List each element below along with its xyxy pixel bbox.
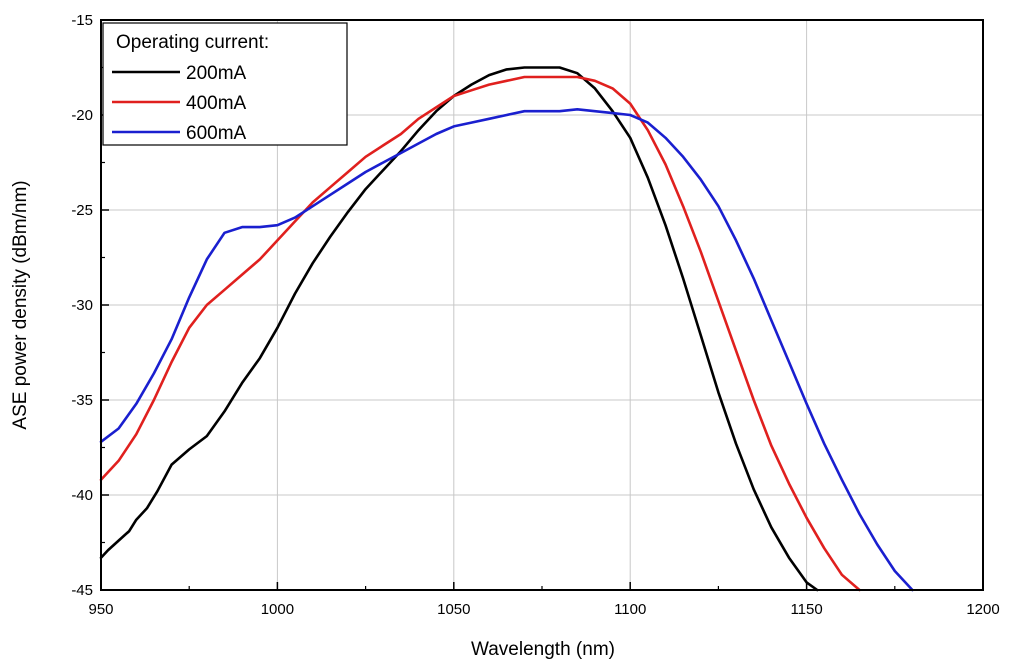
y-tick-label: -40 xyxy=(71,487,93,504)
x-tick-label: 1200 xyxy=(966,601,999,618)
legend-label-600mA: 600mA xyxy=(186,123,247,144)
series-line-200mA xyxy=(99,66,819,592)
y-tick-label: -35 xyxy=(71,392,93,409)
x-tick-label: 1100 xyxy=(614,601,646,618)
x-axis-title: Wavelength (nm) xyxy=(471,639,615,660)
legend-label-200mA: 200mA xyxy=(186,63,247,84)
y-tick-label: -20 xyxy=(71,107,93,124)
series-line-600mA xyxy=(99,108,914,592)
x-tick-label: 950 xyxy=(88,601,113,618)
y-tick-label: -15 xyxy=(71,12,93,29)
series-line-400mA xyxy=(99,75,861,592)
y-axis-title: ASE power density (dBm/nm) xyxy=(10,180,31,429)
legend: Operating current: 200mA 400mA 600mA xyxy=(102,22,348,146)
legend-box xyxy=(102,22,348,146)
legend-label-400mA: 400mA xyxy=(186,93,247,114)
y-tick-label: -45 xyxy=(71,582,93,599)
y-tick-labels: -15 -20 -25 -30 -35 -40 -45 xyxy=(71,12,93,599)
series-lines xyxy=(99,66,914,592)
legend-title: Operating current: xyxy=(116,32,269,53)
y-tick-label: -25 xyxy=(71,202,93,219)
x-tick-label: 1000 xyxy=(261,601,294,618)
x-tick-label: 1150 xyxy=(790,601,822,618)
x-tick-labels: 950 1000 1050 1100 1150 1200 xyxy=(88,601,999,618)
x-tick-label: 1050 xyxy=(437,601,470,618)
y-tick-label: -30 xyxy=(71,297,93,314)
